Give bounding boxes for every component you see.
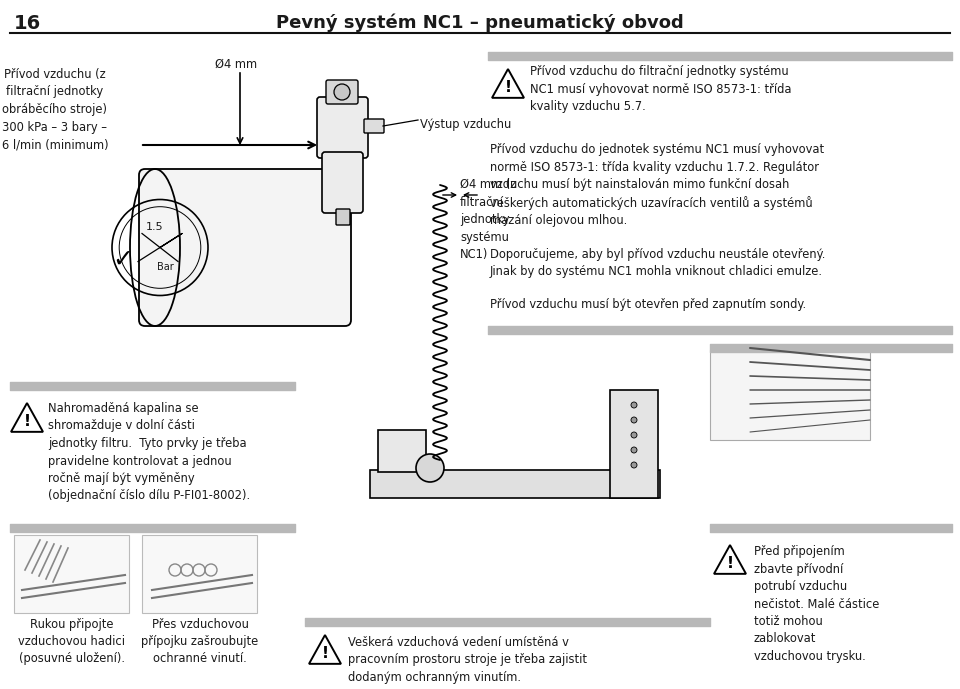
Text: !: !: [23, 414, 31, 429]
FancyBboxPatch shape: [139, 169, 351, 326]
Text: 16: 16: [14, 14, 41, 33]
Circle shape: [631, 417, 637, 423]
FancyBboxPatch shape: [710, 350, 870, 440]
Text: Přívod vzduchu musí být otevřen před zapnutím sondy.: Přívod vzduchu musí být otevřen před zap…: [490, 298, 806, 311]
Circle shape: [416, 454, 444, 482]
FancyBboxPatch shape: [142, 535, 257, 613]
Text: !: !: [505, 80, 512, 95]
Polygon shape: [492, 69, 524, 98]
Polygon shape: [714, 545, 746, 574]
Polygon shape: [11, 403, 43, 432]
Text: Pevný systém NC1 – pneumatický obvod: Pevný systém NC1 – pneumatický obvod: [276, 14, 684, 32]
Text: Přívod vzduchu (z
filtrační jednotky
obráběcího stroje)
300 kPa – 3 bary –
6 l/m: Přívod vzduchu (z filtrační jednotky obr…: [2, 68, 108, 151]
Text: Doporučujeme, aby byl přívod vzduchu neustále otevřený.
Jinak by do systému NC1 : Doporučujeme, aby byl přívod vzduchu neu…: [490, 248, 826, 278]
Text: ✓: ✓: [112, 247, 133, 271]
FancyBboxPatch shape: [378, 430, 426, 472]
FancyBboxPatch shape: [322, 152, 363, 213]
Text: !: !: [322, 646, 328, 661]
Circle shape: [631, 462, 637, 468]
Text: Přes vzduchovou
přípojku zašroubujte
ochranné vinutí.: Přes vzduchovou přípojku zašroubujte och…: [141, 618, 258, 665]
Circle shape: [631, 432, 637, 438]
FancyBboxPatch shape: [14, 535, 129, 613]
FancyBboxPatch shape: [364, 119, 384, 133]
Text: !: !: [727, 556, 733, 571]
Text: Veškerá vzduchová vedení umístěná v
pracovním prostoru stroje je třeba zajistit
: Veškerá vzduchová vedení umístěná v prac…: [348, 636, 587, 684]
FancyBboxPatch shape: [326, 80, 358, 104]
FancyBboxPatch shape: [336, 209, 350, 225]
Circle shape: [631, 402, 637, 408]
Polygon shape: [309, 635, 341, 664]
Text: Rukou připojte
vzduchovou hadici
(posuvné uložení).: Rukou připojte vzduchovou hadici (posuvn…: [18, 618, 126, 665]
Text: Před připojením
zbavte přívodní
potrubí vzduchu
nečistot. Malé částice
totiž moh: Před připojením zbavte přívodní potrubí …: [754, 545, 879, 663]
Text: Přívod vzduchu do filtrační jednotky systému
NC1 musí vyhovovat normě ISO 8573-1: Přívod vzduchu do filtrační jednotky sys…: [530, 65, 791, 113]
Text: Přívod vzduchu do jednotek systému NC1 musí vyhovovat
normě ISO 8573-1: třída kv: Přívod vzduchu do jednotek systému NC1 m…: [490, 143, 824, 227]
Text: Bar: Bar: [157, 262, 174, 271]
Circle shape: [334, 84, 350, 100]
Text: Ø4 mm (z
filtrační
jednotky
systému
NC1): Ø4 mm (z filtrační jednotky systému NC1): [460, 178, 516, 261]
FancyBboxPatch shape: [370, 470, 660, 498]
FancyBboxPatch shape: [610, 390, 658, 498]
Text: Nahromaděná kapalina se
shromažduje v dolní části
jednotky filtru.  Tyto prvky j: Nahromaděná kapalina se shromažduje v do…: [48, 402, 251, 502]
Text: Výstup vzduchu: Výstup vzduchu: [420, 118, 512, 131]
Text: Ø4 mm: Ø4 mm: [215, 58, 257, 71]
Circle shape: [631, 447, 637, 453]
FancyBboxPatch shape: [317, 97, 368, 158]
Text: 1.5: 1.5: [146, 221, 163, 232]
